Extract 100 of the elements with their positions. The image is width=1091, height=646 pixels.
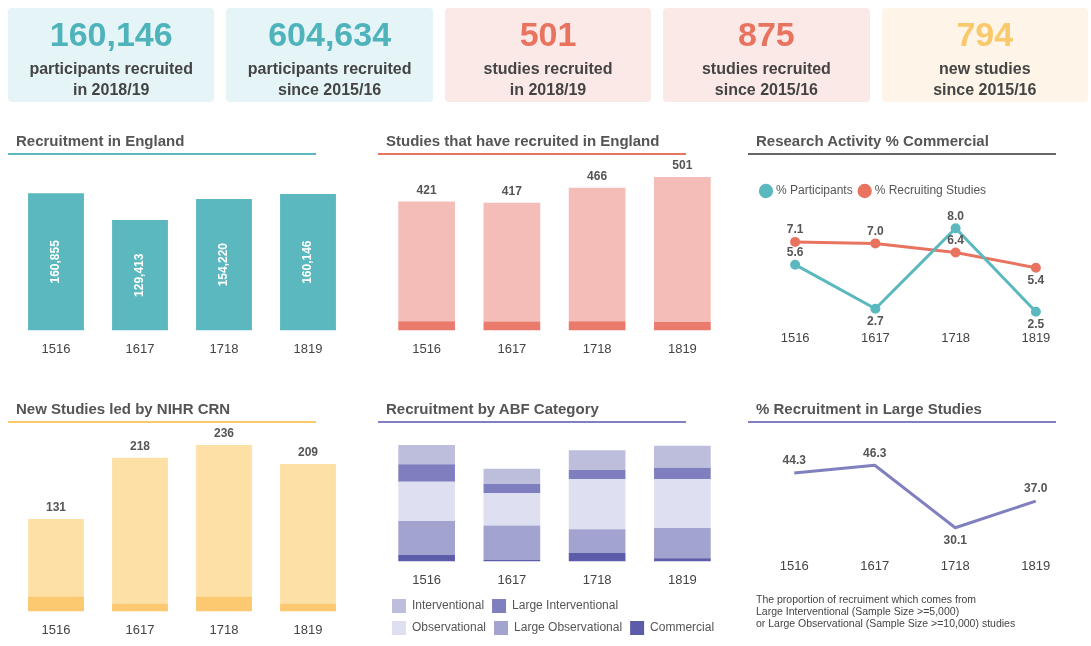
data-label: 160,146 (300, 240, 315, 284)
data-label: 5.6 (786, 244, 804, 259)
text: new studies since 2015/16 (932, 59, 1038, 100)
x-tick-label: 1617 (860, 329, 890, 345)
bar (280, 603, 336, 612)
annotation: 421 (416, 182, 437, 197)
bar (483, 202, 541, 322)
x-tick-label: 1819 (667, 340, 697, 356)
legend-label: Large Interventional (512, 598, 619, 613)
x-tick-label: 1617 (497, 340, 527, 356)
x-tick-label: 1718 (209, 340, 239, 356)
x-tick-label: 1718 (582, 340, 612, 356)
x-tick-label: 1718 (209, 621, 239, 637)
x-tick-label: 1617 (125, 340, 155, 356)
legend-label: % Recruiting Studies (874, 183, 987, 198)
x-tick-label: 1718 (582, 571, 612, 587)
annotation: 218 (129, 438, 151, 453)
bar (398, 520, 455, 556)
text: 794 (955, 14, 1015, 54)
text: participants recruited in 2018/19 (28, 59, 194, 100)
bar (483, 483, 541, 493)
legend-label: % Participants (776, 183, 853, 198)
text: The proportion of recruiment which comes from Large Interventional (Sample Size >=5,000) or Large Observational (Sample Size >=10,000) studies (756, 593, 1017, 629)
x-tick-label: 1819 (667, 571, 697, 587)
bar (112, 603, 168, 612)
bar (280, 463, 336, 604)
legend-label: Observational (412, 620, 487, 635)
bar (568, 450, 626, 470)
annotation: 466 (587, 169, 608, 184)
bar (483, 492, 541, 526)
bar (654, 479, 711, 528)
x-tick-label: 1516 (412, 340, 442, 356)
bar (28, 596, 84, 612)
x-tick-label: 1516 (412, 571, 442, 587)
data-label: 44.3 (782, 453, 807, 468)
data-label: 2.7 (867, 314, 885, 329)
text: 604,634 (267, 14, 393, 54)
x-tick-label: 1819 (1021, 557, 1051, 573)
chart-title: % Recruitment in Large Studies (748, 400, 1056, 423)
chart-title: Studies that have recruited in England (378, 132, 686, 155)
bar (398, 445, 455, 465)
annotation: 209 (297, 445, 319, 460)
point (950, 223, 961, 234)
bar (196, 198, 252, 331)
bar (196, 445, 252, 597)
bar (398, 555, 455, 562)
bar (196, 596, 252, 612)
text: 875 (737, 14, 796, 54)
bar (568, 479, 626, 530)
bar (398, 201, 455, 322)
x-tick-label: 1819 (1021, 329, 1051, 345)
bar (654, 177, 711, 323)
bar (398, 321, 455, 331)
x-tick-label: 1516 (41, 340, 71, 356)
x-tick-label: 1516 (779, 557, 809, 573)
text: studies recruited since 2015/16 (700, 59, 832, 100)
point (1030, 306, 1041, 317)
bar (112, 457, 168, 604)
x-tick-label: 1819 (293, 340, 323, 356)
data-label: 6.4 (947, 232, 965, 247)
chart-title: Recruitment in England (8, 132, 316, 155)
text: 501 (518, 14, 578, 54)
bar (654, 322, 711, 331)
text: participants recruited since 2015/16 (246, 59, 413, 100)
bar (568, 469, 626, 480)
point (870, 238, 881, 249)
bar (568, 553, 626, 562)
legend-label: Large Observational (514, 620, 623, 635)
legend-label: Interventional (412, 598, 485, 613)
bar (654, 445, 711, 468)
data-label: 154,220 (216, 242, 231, 287)
point (790, 236, 801, 247)
bar (280, 193, 336, 331)
point (950, 247, 961, 258)
bar (568, 529, 626, 554)
text: 160,146 (48, 14, 174, 54)
chart-title: Recruitment by ABF Category (378, 400, 686, 423)
bar (654, 527, 711, 559)
bar (28, 193, 84, 331)
data-label: 30.1 (943, 533, 968, 548)
x-tick-label: 1819 (293, 621, 323, 637)
data-label: 2.5 (1027, 317, 1045, 332)
bar (398, 464, 455, 482)
bar (112, 220, 168, 331)
chart-title: New Studies led by NIHR CRN (8, 400, 316, 423)
x-tick-label: 1718 (941, 329, 971, 345)
data-label: 160,855 (48, 239, 63, 284)
x-tick-label: 1617 (125, 621, 155, 637)
bar (568, 187, 626, 322)
bar (398, 481, 455, 521)
x-tick-label: 1617 (860, 557, 890, 573)
bar (568, 321, 626, 331)
text: studies recruited in 2018/19 (482, 59, 614, 100)
point (870, 303, 881, 314)
x-tick-label: 1718 (940, 557, 970, 573)
data-label: 129,413 (132, 253, 147, 297)
annotation: 131 (45, 500, 67, 515)
text: 236 (213, 426, 235, 441)
data-label: 7.0 (867, 223, 885, 238)
bar (483, 468, 541, 484)
